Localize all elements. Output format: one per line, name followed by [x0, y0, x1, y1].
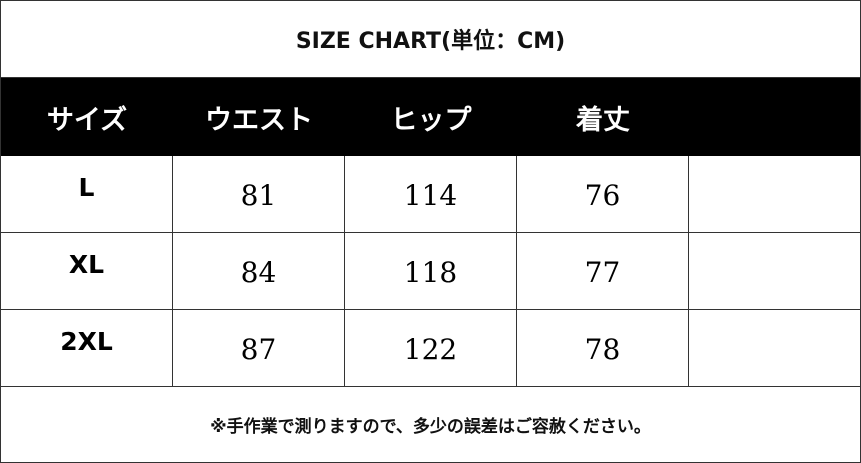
blank-cell [689, 233, 860, 310]
measurement: 122 [345, 310, 517, 387]
blank-cell [689, 156, 860, 233]
header-row: サイズ ウエスト ヒップ 着丈 [1, 78, 860, 156]
measurement: 114 [345, 156, 517, 233]
measurement: 78 [517, 310, 689, 387]
note: ※手作業で測りますので、多少の誤差はご容赦ください。 [210, 417, 651, 437]
size-label: XL [1, 233, 173, 310]
measurement: 76 [517, 156, 689, 233]
header-cell-blank [689, 78, 860, 156]
header-cell: サイズ [46, 104, 128, 136]
size-row: XL 84 118 77 [1, 233, 860, 310]
size-row: L 81 114 76 [1, 156, 860, 233]
title: SIZE CHART(単位：CM) [1, 1, 860, 78]
blank-cell [689, 310, 860, 387]
measurement: 87 [173, 310, 345, 387]
header-cell: 着丈 [576, 104, 630, 136]
size-row: 2XL 87 122 78 [1, 310, 860, 387]
header-cell: ヒップ [390, 104, 472, 136]
measurement: 77 [517, 233, 689, 310]
header-cell: ウエスト [205, 104, 313, 136]
size-label: L [1, 156, 173, 233]
size-label: 2XL [1, 310, 173, 387]
measurement: 118 [345, 233, 517, 310]
measurement: 84 [173, 233, 345, 310]
measurement: 81 [173, 156, 345, 233]
